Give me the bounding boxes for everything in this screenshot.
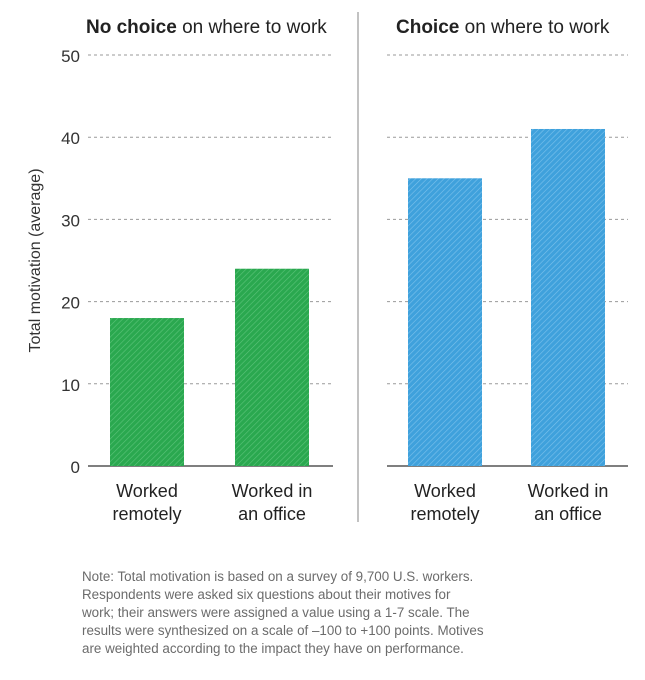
chart-text: 0 10 20 30 40 50 Total motivation (average) Wor… — [27, 17, 610, 524]
y-axis-label: Total motivation (average) — [27, 168, 44, 352]
bar — [235, 268, 309, 466]
bar — [531, 128, 605, 467]
x-tick-label: Worked in an office — [528, 481, 609, 524]
footnote-line: Note: Total motivation is based on a sur… — [82, 569, 474, 584]
panel-title: Choice on where to work — [396, 17, 610, 38]
x-tick-label: Worked in an office — [232, 481, 313, 524]
bars — [110, 128, 605, 467]
motivation-chart: 0 10 20 30 40 50 Total motivation (average) Wor… — [27, 12, 628, 524]
y-tick-label: 0 — [71, 458, 80, 477]
x-tick-label: Worked remotely — [410, 481, 479, 524]
y-tick-label: 20 — [61, 294, 80, 313]
footnote-line: work; their answers were assigned a valu… — [82, 605, 470, 620]
y-tick-label: 40 — [61, 129, 80, 148]
y-tick-label: 10 — [61, 376, 80, 395]
footnote: Note: Total motivation is based on a sur… — [82, 568, 602, 658]
y-tick-label: 30 — [61, 211, 80, 230]
y-tick-label: 50 — [61, 47, 80, 66]
footnote-line: Respondents were asked six questions abo… — [82, 587, 451, 602]
bar — [408, 178, 482, 467]
footnote-line: results were synthesized on a scale of –… — [82, 623, 484, 638]
panel-title: No choice on where to work — [86, 17, 327, 38]
x-tick-label: Worked remotely — [112, 481, 181, 524]
bar — [110, 318, 184, 466]
footnote-line: are weighted according to the impact the… — [82, 641, 464, 656]
